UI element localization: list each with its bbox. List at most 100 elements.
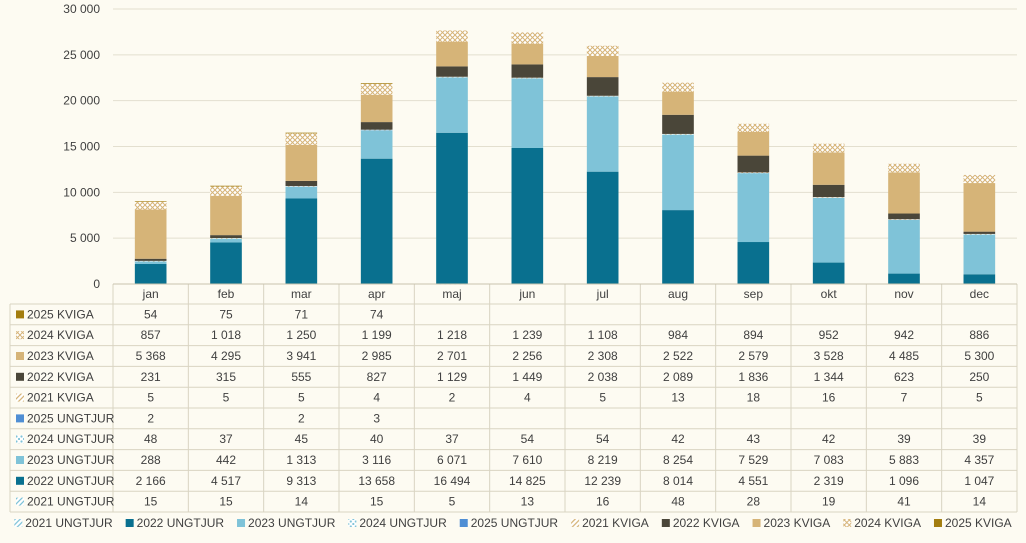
table-cell: 555	[291, 370, 311, 384]
bar-segment-2023-kviga-okt	[812, 152, 845, 185]
bar-segment-2023-kviga-feb	[210, 195, 242, 236]
table-cell: 4 485	[889, 349, 919, 363]
bar-segment-2022-kviga-maj	[436, 66, 468, 77]
bar-segment-2023-kviga-aug	[662, 91, 694, 115]
table-cell: 6 071	[437, 453, 467, 467]
table-cell: 2 038	[588, 370, 618, 384]
table-cell: 1 836	[738, 370, 768, 384]
bar-segment-2021-kviga-okt	[812, 197, 845, 198]
table-cell: 886	[969, 328, 989, 342]
legend-swatch	[843, 519, 852, 527]
y-tick-label: 20 000	[63, 94, 100, 108]
bar-segment-2021-kviga-aug	[662, 133, 694, 135]
table-cell: 2 089	[663, 370, 693, 384]
table-cell: 15	[144, 495, 158, 509]
table-cell: 13	[671, 391, 685, 405]
bar-segment-2025-kviga-mar	[285, 132, 318, 134]
bar-segment-2023-kviga-mar	[285, 144, 318, 181]
table-series-swatch	[16, 393, 24, 402]
x-tick-label: jun	[518, 287, 535, 301]
table-cell: 74	[370, 307, 384, 321]
table-cell: 16	[822, 391, 836, 405]
legend-swatch	[125, 519, 134, 527]
table-cell: 315	[216, 370, 236, 384]
x-tick-label: dec	[970, 287, 989, 301]
table-cell: 40	[370, 432, 384, 446]
bar-segment-2021-kviga-mar	[285, 185, 318, 187]
table-cell: 5	[223, 391, 230, 405]
legend-item: 2022 UNGTJUR	[125, 516, 225, 530]
table-cell: 42	[822, 432, 836, 446]
x-tick-label: apr	[368, 287, 385, 301]
bar-segment-2024-kviga-okt	[812, 143, 845, 153]
y-axis: 30 000 25 000 20 000 15 000 10 000 5 000 0	[63, 2, 100, 291]
x-tick-label: okt	[821, 287, 838, 301]
table-series-label: 2024 UNGTJUR	[27, 432, 115, 446]
bar-segment-2021-kviga-nov	[888, 219, 920, 220]
bar-segment-2023-ungtjur-okt	[812, 197, 845, 263]
bar-segment-2024-kviga-dec	[963, 174, 996, 184]
table-series-swatch	[16, 497, 24, 506]
table-cell: 16	[596, 495, 610, 509]
table-cell: 37	[445, 432, 459, 446]
bar-segment-2023-kviga-jun	[511, 43, 544, 65]
table-cell: 5	[976, 391, 983, 405]
legend-label: 2021 UNGTJUR	[25, 516, 113, 530]
bar-segment-2022-kviga-aug	[662, 114, 694, 134]
legend-swatch	[571, 519, 580, 527]
y-tick-label: 25 000	[63, 48, 100, 62]
table-cell: 4	[524, 391, 531, 405]
table-cell: 2 319	[814, 474, 844, 488]
table-cell: 827	[367, 370, 387, 384]
legend-label: 2024 UNGTJUR	[359, 516, 447, 530]
table-cell: 1 129	[437, 370, 467, 384]
legend-swatch	[14, 519, 23, 527]
table-series-swatch	[16, 414, 24, 423]
bar-segment-2023-ungtjur-nov	[888, 219, 920, 274]
bar-segment-2024-kviga-sep	[737, 123, 770, 132]
bar-segment-2025-kviga-jan	[134, 201, 167, 202]
table-cell: 42	[671, 432, 685, 446]
bar-segment-2024-kviga-feb	[210, 186, 242, 196]
bar-segment-2024-kviga-mar	[285, 133, 318, 145]
table-cell: 54	[596, 432, 610, 446]
legend-item: 2022 KVIGA	[661, 516, 740, 530]
table-cell: 2	[298, 411, 305, 425]
table-series-label: 2021 UNGTJUR	[27, 495, 115, 509]
bar-segment-2023-ungtjur-sep	[737, 173, 770, 243]
table-cell: 8 254	[663, 453, 693, 467]
bar-segment-2025-kviga-feb	[210, 185, 242, 187]
table-cell: 5	[599, 391, 606, 405]
bar-segment-2023-kviga-nov	[888, 172, 920, 214]
y-tick-label: 30 000	[63, 2, 100, 16]
table-cell: 1 047	[964, 474, 994, 488]
table-cell: 14	[973, 495, 987, 509]
bar-segment-2023-ungtjur-dec	[963, 234, 996, 275]
bar-segment-2021-kviga-apr	[360, 129, 393, 131]
table-series-label: 2025 KVIGA	[27, 307, 94, 321]
table-series-label: 2021 KVIGA	[27, 391, 94, 405]
table-cell: 4	[373, 391, 380, 405]
table-cell: 18	[747, 391, 761, 405]
table-cell: 942	[894, 328, 914, 342]
x-tick-label: mar	[291, 287, 312, 301]
table-cell: 857	[141, 328, 161, 342]
bar-segment-2022-ungtjur-aug	[662, 210, 694, 284]
table-cell: 984	[668, 328, 688, 342]
legend-swatch	[752, 519, 761, 527]
table-cell: 2 985	[362, 349, 392, 363]
bar-segment-2023-kviga-apr	[360, 94, 393, 123]
table-cell: 894	[743, 328, 763, 342]
bar-segment-2022-kviga-dec	[963, 231, 996, 234]
bar-segment-2023-ungtjur-maj	[436, 77, 468, 133]
bar-segment-2022-ungtjur-apr	[360, 158, 393, 284]
bar-segment-2021-kviga-feb	[210, 238, 242, 239]
table-cell: 43	[747, 432, 761, 446]
bar-segment-2022-kviga-sep	[737, 155, 770, 173]
table-cell: 9 313	[286, 474, 316, 488]
bar-segment-2024-kviga-jun	[511, 32, 544, 44]
legend-item: 2024 UNGTJUR	[348, 516, 447, 530]
bar-segment-2025-kviga-apr	[360, 83, 393, 84]
legend-label: 2022 UNGTJUR	[137, 516, 225, 530]
